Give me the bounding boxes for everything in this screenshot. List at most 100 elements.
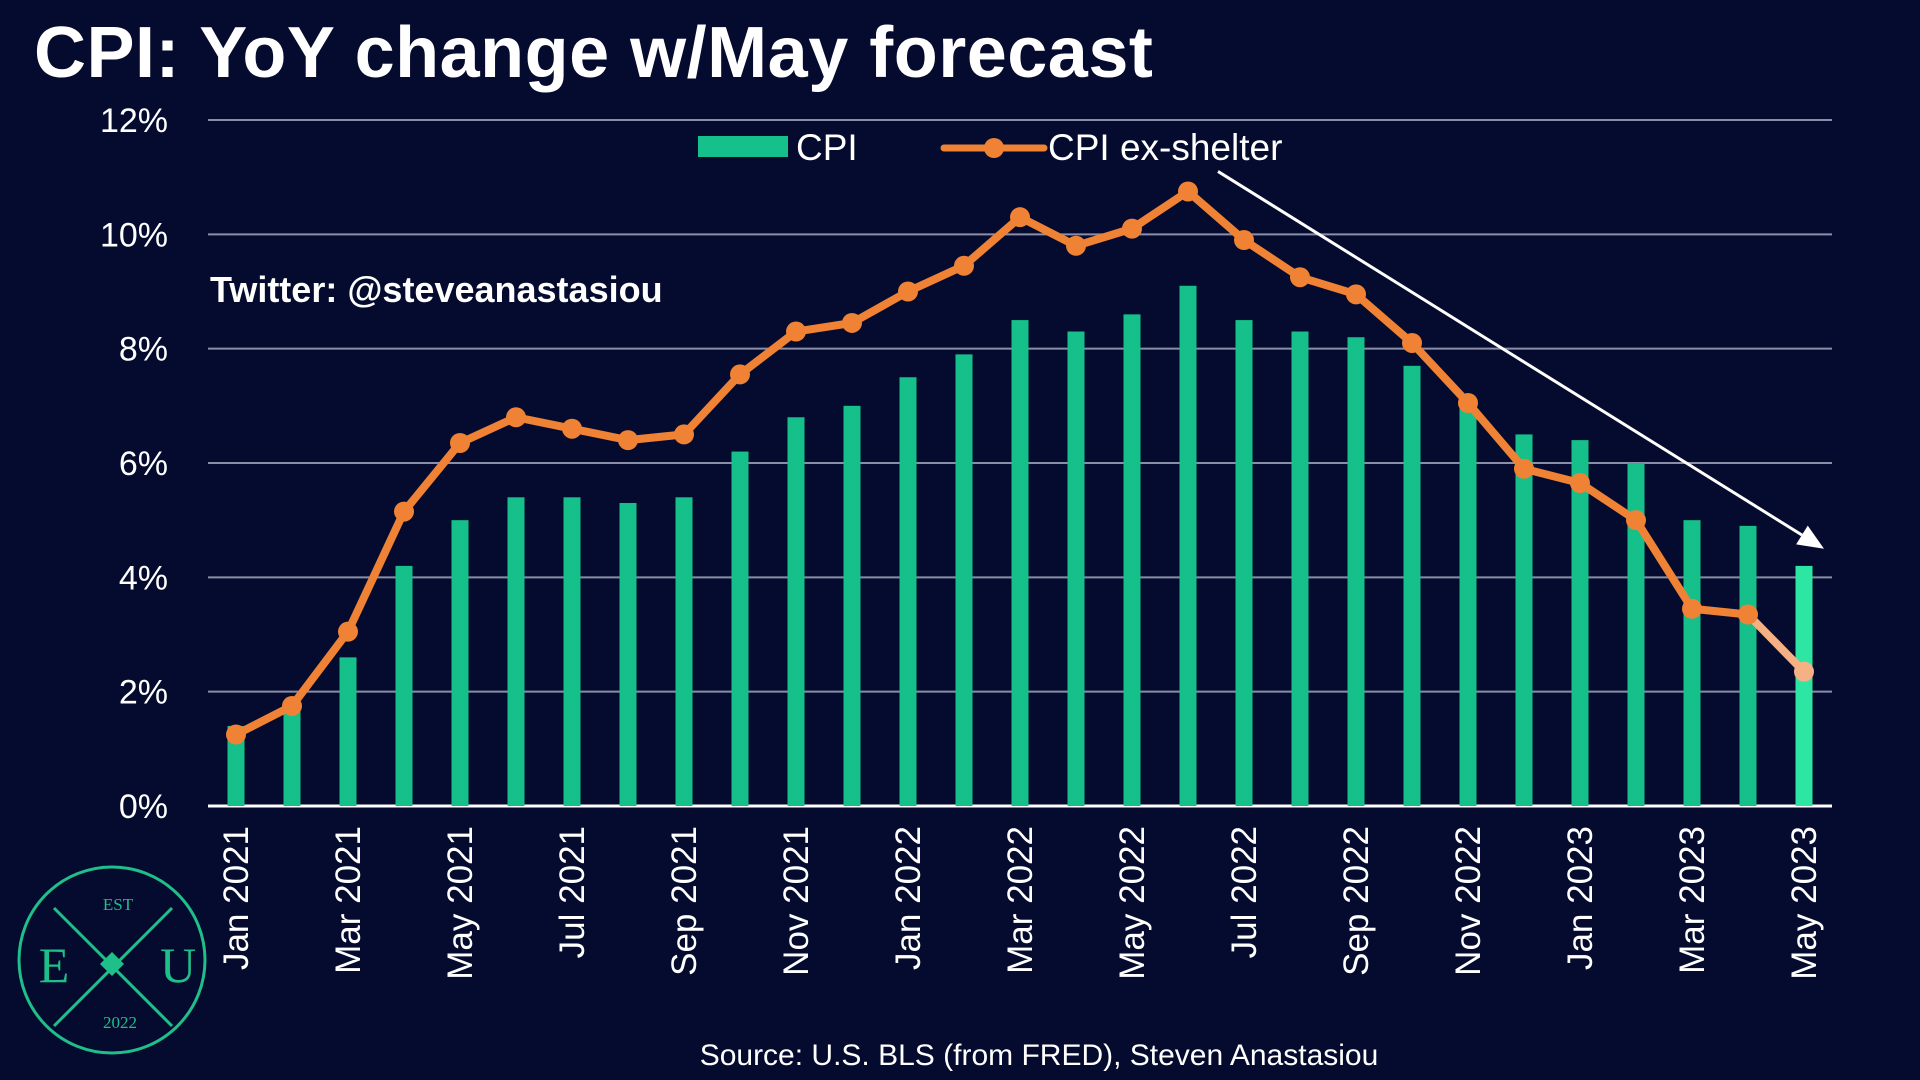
cpi-bar <box>955 354 973 806</box>
ex-shelter-point <box>1458 392 1478 413</box>
ex-shelter-forecast-segment <box>1744 610 1808 676</box>
cpi-bar <box>675 497 693 806</box>
cpi-bar <box>731 451 749 806</box>
cpi-bar <box>899 377 917 806</box>
ex-shelter-point <box>842 312 862 333</box>
ex-shelter-point <box>226 724 246 745</box>
cpi-bar <box>283 708 301 806</box>
cpi-bar <box>1179 285 1197 806</box>
cpi-bar <box>1683 520 1701 806</box>
cpi-bar <box>843 405 861 806</box>
cpi-bar <box>1515 434 1533 806</box>
x-tick-label: Sep 2022 <box>1337 826 1376 976</box>
cpi-bars <box>227 285 1813 806</box>
ex-shelter-point <box>1178 181 1198 202</box>
ex-shelter-point <box>450 432 470 453</box>
x-tick-label: Nov 2021 <box>777 826 816 976</box>
legend-ex-shelter-label: CPI ex-shelter <box>1048 127 1282 168</box>
logo-u: U <box>160 937 196 993</box>
cpi-bar <box>1571 440 1589 806</box>
ex-shelter-point <box>1626 510 1646 531</box>
x-tick-label: Mar 2021 <box>329 826 368 974</box>
ex-shelter-point <box>1010 207 1030 228</box>
x-tick-label: Mar 2022 <box>1001 826 1040 974</box>
ex-shelter-point <box>506 407 526 428</box>
cpi-bar <box>1067 331 1085 806</box>
chart-title: CPI: YoY change w/May forecast <box>34 13 1154 93</box>
ex-shelter-line <box>226 181 1814 745</box>
ex-shelter-point <box>1738 604 1758 625</box>
y-tick-label: 12% <box>100 102 168 140</box>
cpi-bar <box>395 565 413 806</box>
ex-shelter-point <box>730 364 750 385</box>
x-tick-label: Jul 2021 <box>553 826 592 958</box>
trend-arrow-head <box>1796 525 1824 549</box>
x-tick-label: Mar 2023 <box>1673 826 1712 974</box>
cpi-bar <box>1627 463 1645 806</box>
trend-arrow-line <box>1217 170 1803 537</box>
cpi-bar <box>227 725 245 806</box>
x-tick-label: May 2021 <box>441 826 480 980</box>
cpi-bar <box>563 497 581 806</box>
trend-arrow <box>1217 170 1824 549</box>
ex-shelter-point <box>1234 230 1254 251</box>
ex-shelter-point <box>954 255 974 276</box>
ex-shelter-line-path <box>232 187 1752 739</box>
ex-shelter-point <box>338 621 358 642</box>
cpi-bar <box>507 497 525 806</box>
x-tick-label: May 2022 <box>1113 826 1152 980</box>
y-tick-label: 0% <box>119 788 168 826</box>
ex-shelter-point <box>618 430 638 451</box>
cpi-bar <box>787 417 805 806</box>
cpi-bar <box>1795 565 1813 806</box>
x-tick-label: Jan 2021 <box>217 826 256 970</box>
x-axis-ticks: Jan 2021 Mar 2021 May 2021 Jul 2021 Sep 2021… <box>217 826 1824 980</box>
twitter-handle: Twitter: @steveanastasiou <box>210 269 663 310</box>
ex-shelter-point <box>1122 218 1142 239</box>
x-tick-label: Jul 2022 <box>1225 826 1264 958</box>
legend-ex-shelter-marker <box>984 138 1004 158</box>
ex-shelter-point <box>1066 235 1086 256</box>
cpi-bar <box>1011 320 1029 806</box>
cpi-bar <box>1459 400 1477 806</box>
cpi-bar <box>619 503 637 806</box>
ex-shelter-point <box>1290 267 1310 288</box>
cpi-bar <box>1347 337 1365 806</box>
y-tick-label: 6% <box>119 445 168 483</box>
ex-shelter-point <box>1570 473 1590 494</box>
source-note: Source: U.S. BLS (from FRED), Steven Ana… <box>700 1039 1379 1072</box>
x-tick-label: Jan 2023 <box>1561 826 1600 970</box>
ex-shelter-point <box>1514 458 1534 479</box>
ex-shelter-point <box>1346 284 1366 305</box>
y-axis-ticks: 0% 2% 4% 6% 8% 10% 12% <box>100 102 168 826</box>
ex-shelter-point <box>674 424 694 445</box>
y-tick-label: 4% <box>119 559 168 597</box>
x-tick-label: Sep 2021 <box>665 826 704 976</box>
logo-est: EST <box>103 895 134 914</box>
ex-shelter-point <box>898 281 918 302</box>
ex-shelter-point <box>1682 598 1702 619</box>
ex-shelter-point <box>562 418 582 439</box>
cpi-bar <box>1235 320 1253 806</box>
exu-logo: EST E U 2022 <box>17 865 207 1055</box>
y-tick-label: 10% <box>100 216 168 254</box>
cpi-bar <box>1739 525 1757 806</box>
ex-shelter-point <box>282 695 302 716</box>
ex-shelter-point <box>786 321 806 342</box>
y-tick-label: 8% <box>119 331 168 369</box>
cpi-bar <box>1403 365 1421 806</box>
cpi-bar <box>1123 314 1141 806</box>
ex-shelter-point <box>394 501 414 522</box>
cpi-bar <box>451 520 469 806</box>
logo-e: E <box>39 937 70 993</box>
cpi-bar <box>1291 331 1309 806</box>
y-tick-label: 2% <box>119 674 168 712</box>
legend-cpi-label: CPI <box>796 127 858 168</box>
x-tick-label: Nov 2022 <box>1449 826 1488 976</box>
x-tick-label: Jan 2022 <box>889 826 928 970</box>
logo-year: 2022 <box>103 1013 137 1032</box>
ex-shelter-point <box>1794 661 1814 682</box>
cpi-bar <box>339 657 357 806</box>
legend: CPI CPI ex-shelter <box>698 127 1282 168</box>
